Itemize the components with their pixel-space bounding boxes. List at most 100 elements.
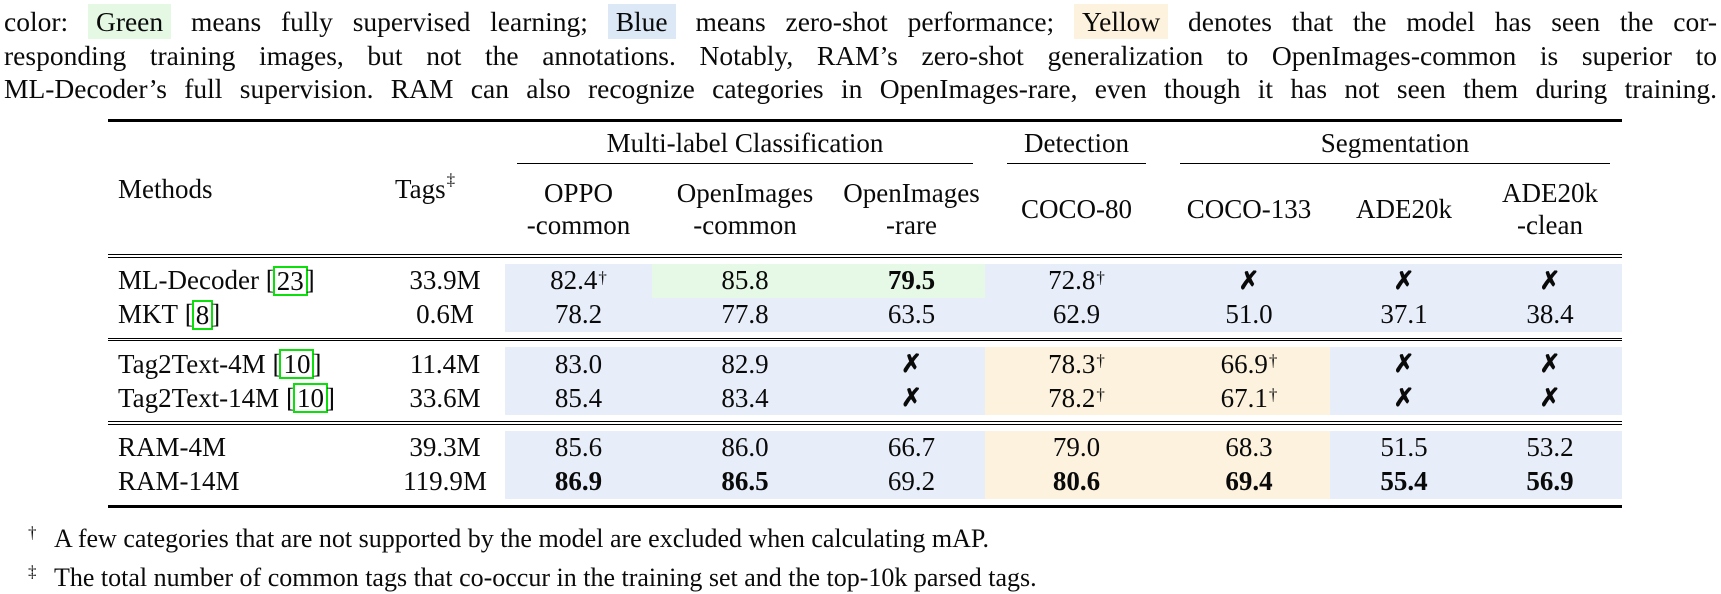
not-supported-cross-icon: ✗: [1393, 267, 1415, 295]
metric-cell: 86.5: [652, 464, 838, 499]
footnote: ‡ The total number of common tags that co…: [28, 555, 1721, 594]
highlight-yellow: Yellow: [1074, 4, 1169, 39]
method-cell: RAM-14M: [108, 465, 385, 499]
caption-text: color:: [4, 6, 88, 37]
column-header-label: OpenImages -common: [677, 177, 813, 241]
metric-value: 38.4: [1526, 299, 1574, 330]
metric-value: 86.0: [721, 432, 769, 463]
method-cell: Tag2Text-14M [10]: [118, 382, 335, 414]
metric-cell: ✗: [1478, 381, 1622, 416]
table-top-rule: [108, 118, 1622, 123]
column-header-label: ADE20k: [1356, 193, 1452, 225]
method-cell: RAM-4M: [108, 431, 385, 465]
column-header-line: -common: [693, 210, 797, 241]
metric-value: 72.8: [1048, 265, 1096, 296]
footnote-text: A few categories that are not supported …: [54, 523, 989, 553]
metric-value: 66.7: [887, 432, 936, 463]
metric-value: 69.2: [887, 466, 936, 497]
not-supported-cross-icon: ✗: [901, 351, 922, 379]
metric-cell: ✗: [1478, 347, 1622, 382]
caption-line: color: Green means fully supervised lear…: [4, 4, 1718, 39]
metric-cell: 79.0: [985, 430, 1168, 465]
metric-cell: 69.4: [1168, 464, 1330, 499]
cmidrule: [1180, 162, 1610, 165]
metric-cell: ✗: [838, 347, 985, 382]
row-group: RAM-4M 39.3M 85.6 86.0 66.7 79.0 68.3 51.5 53.2 R…: [108, 425, 1622, 505]
column-header-label: ADE20k -clean: [1502, 177, 1598, 241]
column-header: COCO-80: [985, 164, 1168, 254]
metric-value: 66.9: [1220, 348, 1268, 379]
metric-cell: 63.5: [838, 297, 985, 332]
metric-cell: 85.4: [505, 381, 652, 416]
caption-text: denotes that the model has seen the cor-: [1168, 6, 1718, 37]
citation-box: 8: [191, 299, 214, 330]
metric-value: 80.6: [1052, 466, 1101, 497]
metric-value: 83.4: [721, 382, 769, 413]
metric-value: 68.3: [1225, 432, 1273, 463]
highlight-green: Green: [87, 4, 172, 39]
column-group-header-row: Multi-label Classification Detection Segme…: [108, 122, 1622, 165]
metric-cell: 80.6: [985, 464, 1168, 499]
metric-value: 69.4: [1225, 466, 1273, 497]
method-name: RAM-14M: [118, 466, 240, 497]
table-caption: color: Green means fully supervised lear…: [0, 0, 1721, 106]
metric-value: 82.9: [721, 348, 769, 379]
metric-cell: 83.4: [652, 381, 838, 416]
metric-value: 37.1: [1380, 299, 1428, 330]
not-supported-cross-icon: ✗: [1393, 385, 1415, 413]
column-header-label: OpenImages -rare: [843, 177, 979, 241]
metric-value: 82.4: [550, 265, 598, 296]
citation-box: 10: [279, 349, 315, 380]
metric-value: 78.2: [1048, 382, 1096, 413]
metric-cell: 37.1: [1330, 297, 1478, 332]
column-header: ADE20k -clean: [1478, 164, 1622, 254]
column-header-text: COCO-133: [1186, 194, 1312, 225]
caption-line: ML-Decoder’s full supervision. RAM can a…: [4, 72, 1717, 106]
metric-value: 79.0: [1052, 432, 1101, 463]
metric-cell: ✗: [1330, 263, 1478, 298]
metric-cell: 78.2 †: [985, 381, 1168, 416]
method-name: MKT: [118, 299, 178, 330]
column-header-label: Methods: [118, 173, 213, 205]
method-name: Tag2Text-4M: [118, 348, 266, 379]
column-group-label: Segmentation: [1320, 127, 1470, 158]
table-row: Tag2Text-4M [10] 11.4M 83.0 82.9 ✗ 78.3 † 66.9 †…: [108, 347, 1622, 382]
not-supported-cross-icon: ✗: [901, 385, 922, 413]
metric-cell: ✗: [1330, 347, 1478, 382]
column-header-line: -rare: [886, 210, 937, 241]
metric-cell: 66.7: [838, 430, 985, 465]
table-row: ML-Decoder [23] 33.9M 82.4 † 85.8 79.5 72.8 † ✗ ✗…: [108, 263, 1622, 298]
metric-cell: 56.9: [1478, 464, 1622, 499]
metric-cell: ✗: [1330, 381, 1478, 416]
metric-cell: 51.5: [1330, 430, 1478, 465]
not-supported-cross-icon: ✗: [1539, 385, 1561, 413]
metric-cell: 38.4: [1478, 297, 1622, 332]
metric-cell: 53.2: [1478, 430, 1622, 465]
cmidrule: [1007, 162, 1146, 165]
tags-count-cell: 33.6M: [409, 382, 481, 413]
table-row: MKT [8] 0.6M 78.2 77.8 63.5 62.9 51.0 37.1 38.4: [108, 297, 1622, 332]
metric-value: 83.0: [554, 348, 603, 379]
metric-value: 77.8: [721, 299, 769, 330]
tags-count-cell: 119.9M: [403, 466, 487, 497]
caption-text: means zero-shot performance;: [675, 6, 1074, 37]
column-header-text: Methods: [118, 174, 213, 205]
footnote-text: The total number of common tags that co-…: [54, 562, 1037, 592]
column-group-label: Detection: [1024, 127, 1129, 158]
metric-cell: 85.6: [505, 430, 652, 465]
metric-cell: 62.9: [985, 297, 1168, 332]
caption-text: responding training images, but not the …: [4, 39, 1717, 71]
column-header: Tags‡: [385, 164, 505, 254]
caption-text: means fully supervised learning;: [171, 6, 608, 37]
column-header: COCO-133: [1168, 164, 1330, 254]
metric-cell: 51.0: [1168, 297, 1330, 332]
column-header-row: Methods Tags‡ OPPO -common OpenImages -comm…: [108, 164, 1622, 254]
column-header: Methods: [108, 164, 385, 254]
column-header-text: COCO-80: [1020, 194, 1132, 225]
metric-value: 78.2: [554, 299, 603, 330]
cmidrule: [517, 162, 973, 165]
citation-box: 10: [292, 383, 328, 414]
metric-value: 79.5: [887, 265, 936, 296]
metric-cell: 79.5: [838, 263, 985, 298]
table-row: RAM-4M 39.3M 85.6 86.0 66.7 79.0 68.3 51.5 53.2: [108, 430, 1622, 465]
